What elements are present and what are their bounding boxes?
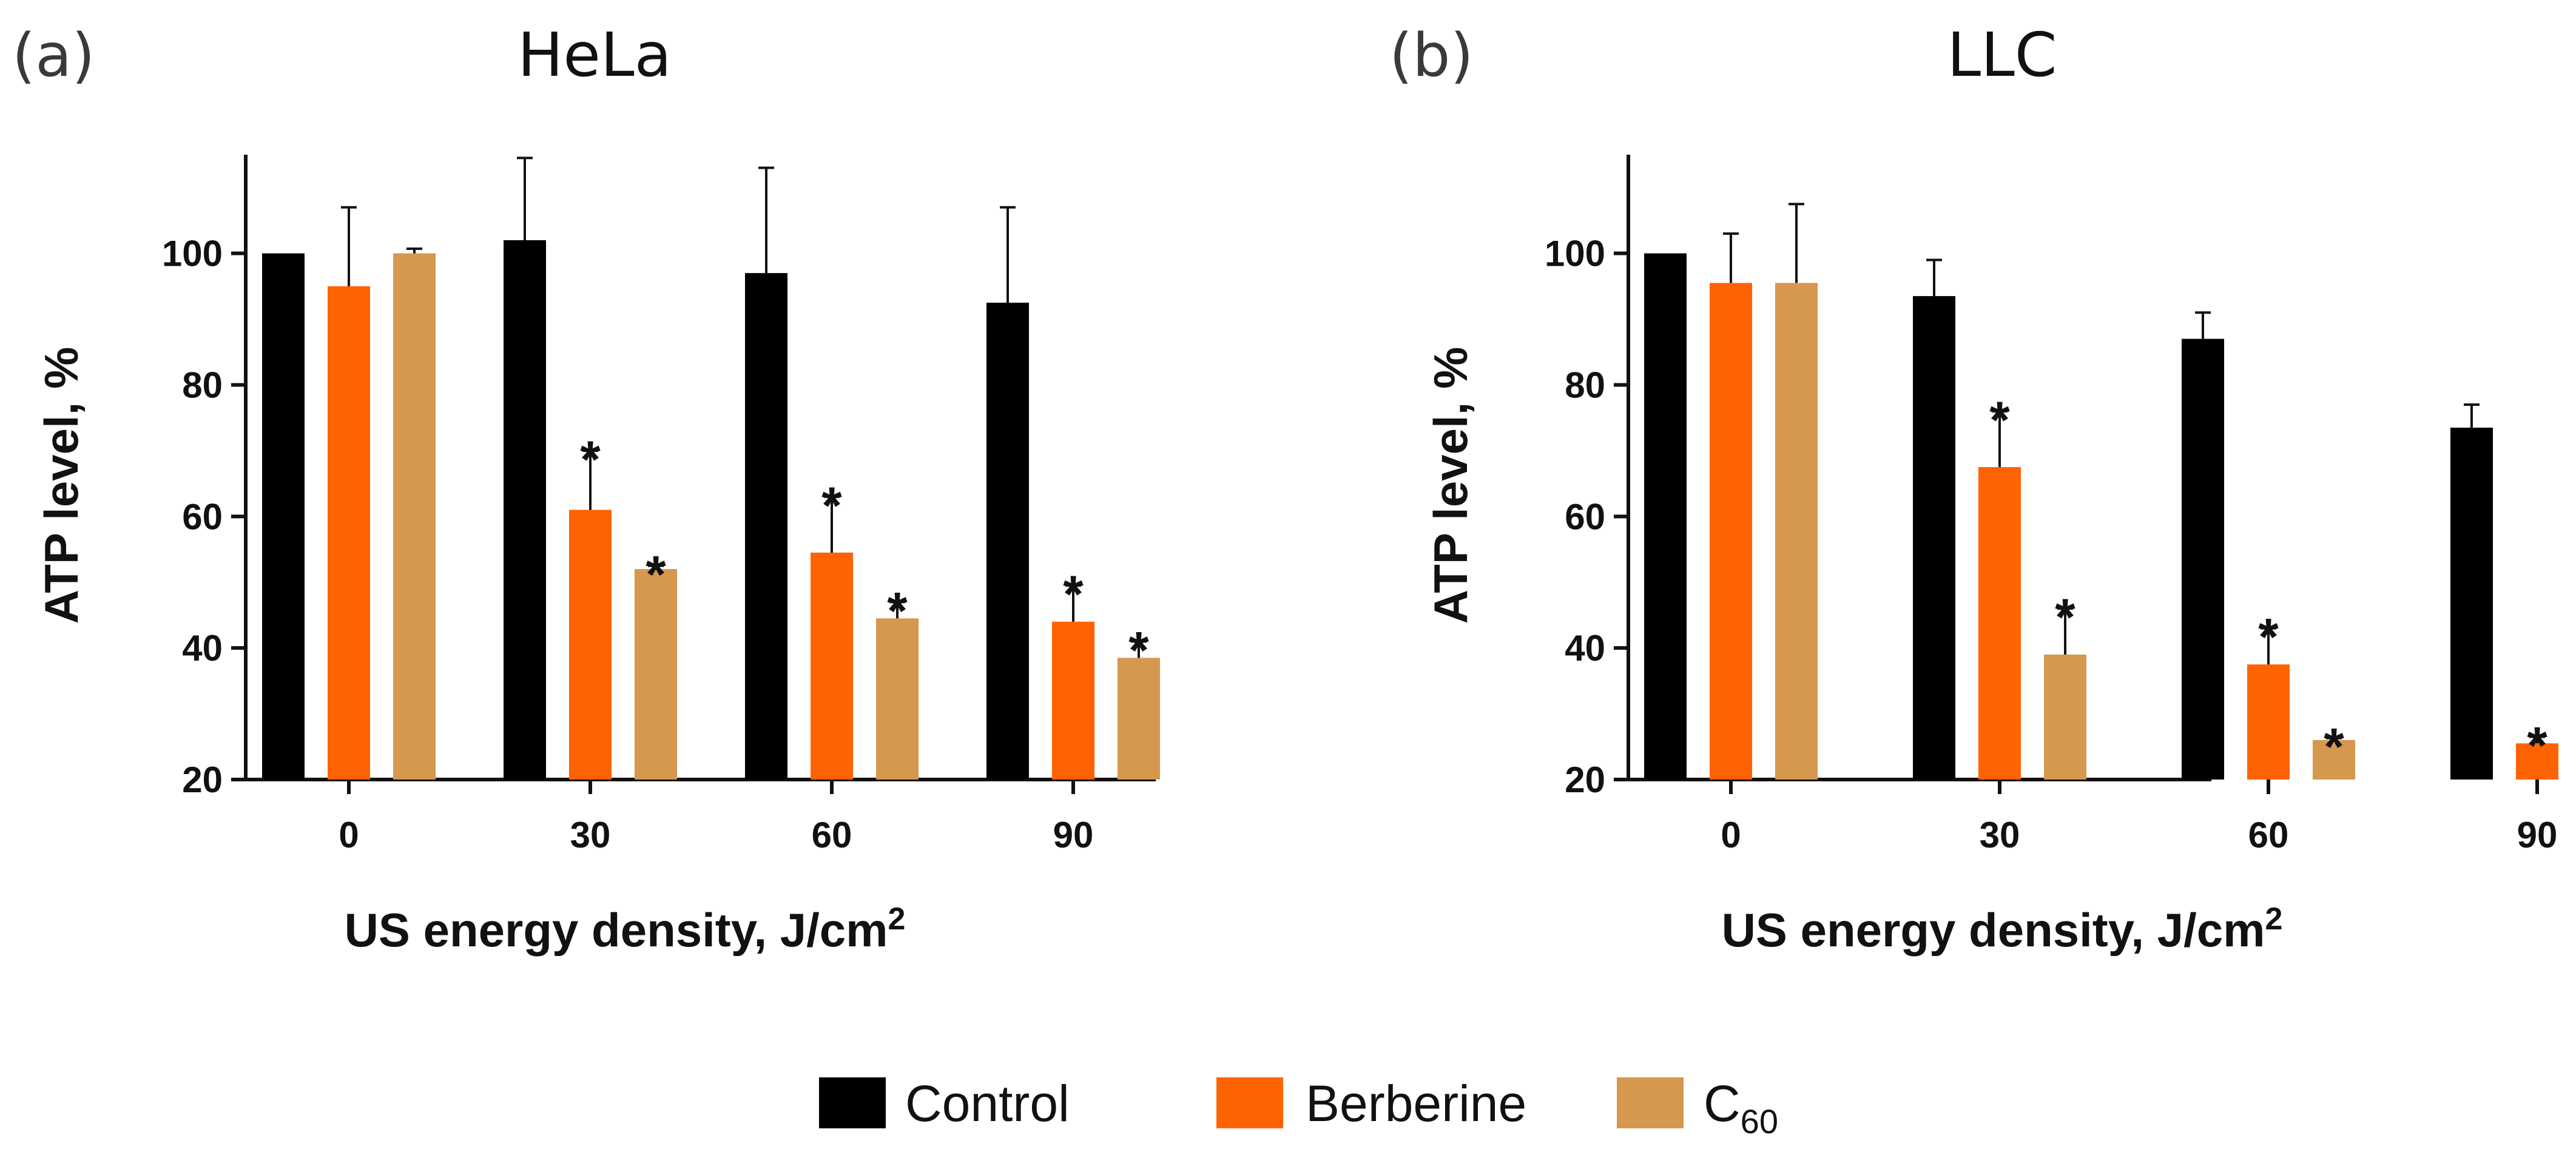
x-tick-label: 60 [812,815,852,855]
bar-control [2182,339,2224,780]
y-tick-label: 20 [1565,760,1605,800]
bar-control [262,253,305,780]
significance-star: * [887,582,908,640]
x-tick-label: 30 [1980,815,2020,855]
y-tick-label: 40 [182,628,223,669]
legend-swatch-berberine [1216,1077,1283,1128]
significance-star: * [1063,565,1084,624]
legend-label: C60 [1704,1075,1778,1140]
legend-item-control: Control [819,1075,1070,1132]
bar-c60 [2313,739,2355,780]
legend-swatch-c60 [1617,1077,1684,1128]
significance-star: * [646,546,666,604]
x-tick-label: 90 [1053,815,1094,855]
bar-control [986,302,1029,780]
bar-control [1913,296,1955,780]
bar-control [745,273,787,780]
y-tick-label: 60 [182,496,223,537]
y-tick-label: 40 [1565,628,1605,669]
y-tick-label: 80 [182,365,223,405]
significance-star: * [821,477,842,535]
y-tick-label: 100 [162,234,223,274]
significance-star: * [1989,391,2010,450]
bar-berberine [811,552,853,780]
panel-title: HeLa [518,19,672,90]
panel-letter: (a) [12,21,95,90]
legend-swatch-control [819,1077,886,1128]
significance-star: * [2055,588,2075,647]
x-axis-label: US energy density, J/cm2 [1722,901,2283,957]
x-tick-label: 30 [570,815,611,855]
y-tick-label: 20 [182,760,223,800]
bar-berberine [569,510,612,780]
legend-label: Control [905,1075,1070,1132]
y-tick-label: 60 [1565,496,1605,537]
significance-star: * [2258,608,2279,667]
plot-area: 20 40 60 80 100 0 30 * * 60 * * 90 * * [162,155,1160,855]
y-axis-label: ATP level, % [1424,347,1477,624]
y-tick-label: 80 [1565,365,1605,405]
panel-title: LLC [1947,19,2057,90]
legend-item-berberine: Berberine [1216,1075,1526,1132]
x-tick-label: 0 [339,815,359,855]
bar-c60 [1775,283,1818,780]
x-tick-label: 60 [2248,815,2289,855]
significance-star: * [2527,717,2547,775]
x-tick-label: 0 [1721,815,1741,855]
bar-c60 [635,569,677,780]
x-axis-label-superscript: 2 [2265,901,2282,937]
bar-c60 [876,618,919,780]
bar-control [1644,253,1687,780]
panel-letter: (b) [1389,21,1474,90]
bar-berberine [328,286,370,780]
bar-berberine [2516,743,2558,780]
significance-star: * [2324,718,2344,776]
significance-star: * [1128,621,1149,679]
bar-control [2450,427,2493,780]
panel-hela: (a) HeLa ATP level, % US energy density,… [12,19,1160,957]
legend-label: Berberine [1306,1075,1526,1132]
x-axis-label-superscript: 2 [888,901,905,937]
legend-item-c60: C60 [1617,1075,1778,1140]
significance-star: * [580,431,601,489]
x-tick-label: 90 [2517,815,2558,855]
y-tick-label: 100 [1545,234,1605,274]
bar-c60 [393,253,436,780]
bar-c60 [1118,658,1160,780]
y-axis-label: ATP level, % [35,347,88,624]
bar-berberine [1710,283,1752,780]
bar-berberine [1052,621,1094,780]
legend: Control Berberine C60 [819,1075,1778,1140]
bar-berberine [1978,467,2021,780]
bar-control [504,240,546,780]
panel-llc: (b) LLC ATP level, % US energy density, … [1389,19,2558,957]
bar-berberine [2247,664,2290,780]
x-axis-label: US energy density, J/cm2 [345,901,906,957]
bar-c60 [2044,655,2086,780]
